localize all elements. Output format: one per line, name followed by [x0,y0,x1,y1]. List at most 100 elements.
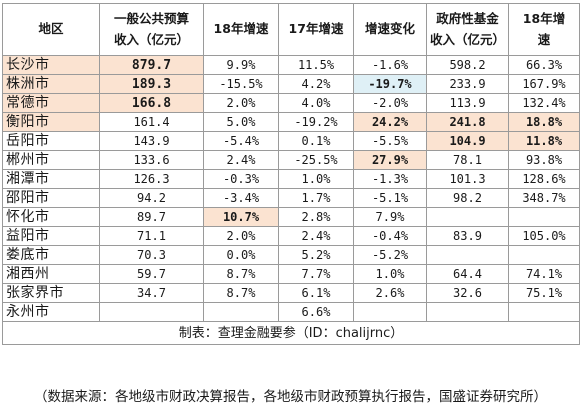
cell-gpb_rev: 59.7 [99,264,204,284]
region-cell: 岳阳市 [2,131,100,151]
credit-row: 制表：查理金融要参（ID：chalijrnc） [2,321,580,345]
region-cell: 常德市 [2,93,100,113]
column-header-region: 地区 [2,3,100,56]
cell-gf18: 74.1% [508,264,580,284]
region-cell: 娄底市 [2,245,100,265]
cell-g18: -15.5% [203,74,279,94]
made-by-credit: 制表：查理金融要参（ID：chalijrnc） [2,321,580,345]
cell-gf_rev [426,207,509,227]
cell-chg: 27.9% [353,150,427,170]
column-header-g17: 17年增速 [278,3,354,56]
cell-chg: 2.6% [353,283,427,303]
cell-gf_rev: 598.2 [426,55,509,75]
cell-g18: 8.7% [203,264,279,284]
region-cell: 张家界市 [2,283,100,303]
column-header-gf_rev: 政府性基金收入（亿元） [426,3,509,56]
region-cell: 湘潭市 [2,169,100,189]
cell-g18: 9.9% [203,55,279,75]
cell-gf18: 167.9% [508,74,580,94]
region-cell: 株洲市 [2,74,100,94]
region-cell: 湘西州 [2,264,100,284]
cell-gpb_rev: 126.3 [99,169,204,189]
cell-gf_rev: 83.9 [426,226,509,246]
cell-gpb_rev: 133.6 [99,150,204,170]
cell-g17: 4.0% [278,93,354,113]
cell-g17: 2.4% [278,226,354,246]
cell-g17: 1.0% [278,169,354,189]
cell-gpb_rev: 89.7 [99,207,204,227]
column-header-line: 收入（亿元） [113,31,189,47]
table-row: 郴州市 133.6 2.4% -25.5% 27.9% 78.1 93.8% [2,150,580,170]
cell-g17: 0.1% [278,131,354,151]
cell-gf18: 11.8% [508,131,580,151]
cell-g17: -25.5% [278,150,354,170]
cell-chg: -19.7% [353,74,427,94]
column-header-line: 收入（亿元） [429,31,505,47]
cell-chg: -5.5% [353,131,427,151]
cell-chg: -2.0% [353,93,427,113]
revenue-table: 地区 一般公共预算 收入（亿元） 18年增速 17年增速 增速变化 政府性基金 收入（亿元） 1… [2,3,580,345]
cell-chg [353,302,427,322]
cell-g18: 2.4% [203,150,279,170]
cell-gpb_rev: 189.3 [99,74,204,94]
header-row: 地区 一般公共预算 收入（亿元） 18年增速 17年增速 增速变化 政府性基金 收入（亿元） 1… [2,3,580,56]
cell-gpb_rev: 161.4 [99,112,204,132]
column-header-gf18: 18年增速 [508,3,580,56]
column-header-line: 地区 [38,21,64,37]
cell-chg: 7.9% [353,207,427,227]
column-header-line: 政府性基金 [436,10,499,26]
column-header-gpb_rev: 一般公共预算 收入（亿元） [99,3,204,56]
cell-g18: 5.0% [203,112,279,132]
cell-g17: 5.2% [278,245,354,265]
table-row: 长沙市 879.7 9.9% 11.5% -1.6% 598.2 66.3% [2,55,580,75]
region-cell: 衡阳市 [2,112,100,132]
cell-g17: 1.7% [278,188,354,208]
cell-g18: 2.0% [203,226,279,246]
cell-g17: 6.6% [278,302,354,322]
region-cell: 长沙市 [2,55,100,75]
cell-gf18: 348.7% [508,188,580,208]
table-row: 岳阳市 143.9 -5.4% 0.1% -5.5% 104.9 11.8% [2,131,580,151]
cell-g17: 4.2% [278,74,354,94]
table-row: 衡阳市 161.4 5.0% -19.2% 24.2% 241.8 18.8% [2,112,580,132]
region-cell: 怀化市 [2,207,100,227]
cell-gf_rev: 233.9 [426,74,509,94]
cell-gf18 [508,302,580,322]
column-header-line: 18年增 [522,10,566,26]
cell-gf18: 128.6% [508,169,580,189]
cell-gpb_rev: 71.1 [99,226,204,246]
cell-g18: 2.0% [203,93,279,113]
cell-gf18: 105.0% [508,226,580,246]
table-row: 湘西州 59.7 8.7% 7.7% 1.0% 64.4 74.1% [2,264,580,284]
region-cell: 郴州市 [2,150,100,170]
cell-g17: -19.2% [278,112,354,132]
cell-chg: 24.2% [353,112,427,132]
cell-g18: -3.4% [203,188,279,208]
cell-chg: -5.1% [353,188,427,208]
cell-gf_rev: 78.1 [426,150,509,170]
table-row: 邵阳市 94.2 -3.4% 1.7% -5.1% 98.2 348.7% [2,188,580,208]
region-cell: 永州市 [2,302,100,322]
table-row: 张家界市 34.7 8.7% 6.1% 2.6% 32.6 75.1% [2,283,580,303]
table-row: 常德市 166.8 2.0% 4.0% -2.0% 113.9 132.4% [2,93,580,113]
cell-gf_rev: 101.3 [426,169,509,189]
cell-gf18 [508,207,580,227]
cell-g17: 7.7% [278,264,354,284]
region-cell: 益阳市 [2,226,100,246]
column-header-line: 17年增速 [288,21,344,37]
table-row: 娄底市 70.3 0.0% 5.2% -5.2% [2,245,580,265]
cell-chg: 1.0% [353,264,427,284]
cell-gf_rev [426,245,509,265]
column-header-line: 增速变化 [364,21,415,37]
cell-gf18: 132.4% [508,93,580,113]
column-header-g18: 18年增速 [203,3,279,56]
cell-g18: 8.7% [203,283,279,303]
table-row: 永州市 6.6% [2,302,580,322]
table-body: 地区 一般公共预算 收入（亿元） 18年增速 17年增速 增速变化 政府性基金 收入（亿元） 1… [2,3,580,345]
cell-gpb_rev: 70.3 [99,245,204,265]
revenue-table-sheet: 地区 一般公共预算 收入（亿元） 18年增速 17年增速 增速变化 政府性基金 收入（亿元） 1… [2,3,580,345]
cell-gf_rev: 98.2 [426,188,509,208]
cell-gf_rev: 64.4 [426,264,509,284]
cell-gf18: 18.8% [508,112,580,132]
source-note: （数据来源：各地级市财政决算报告，各地级市财政预算执行报告，国盛证券研究所） [34,389,547,405]
